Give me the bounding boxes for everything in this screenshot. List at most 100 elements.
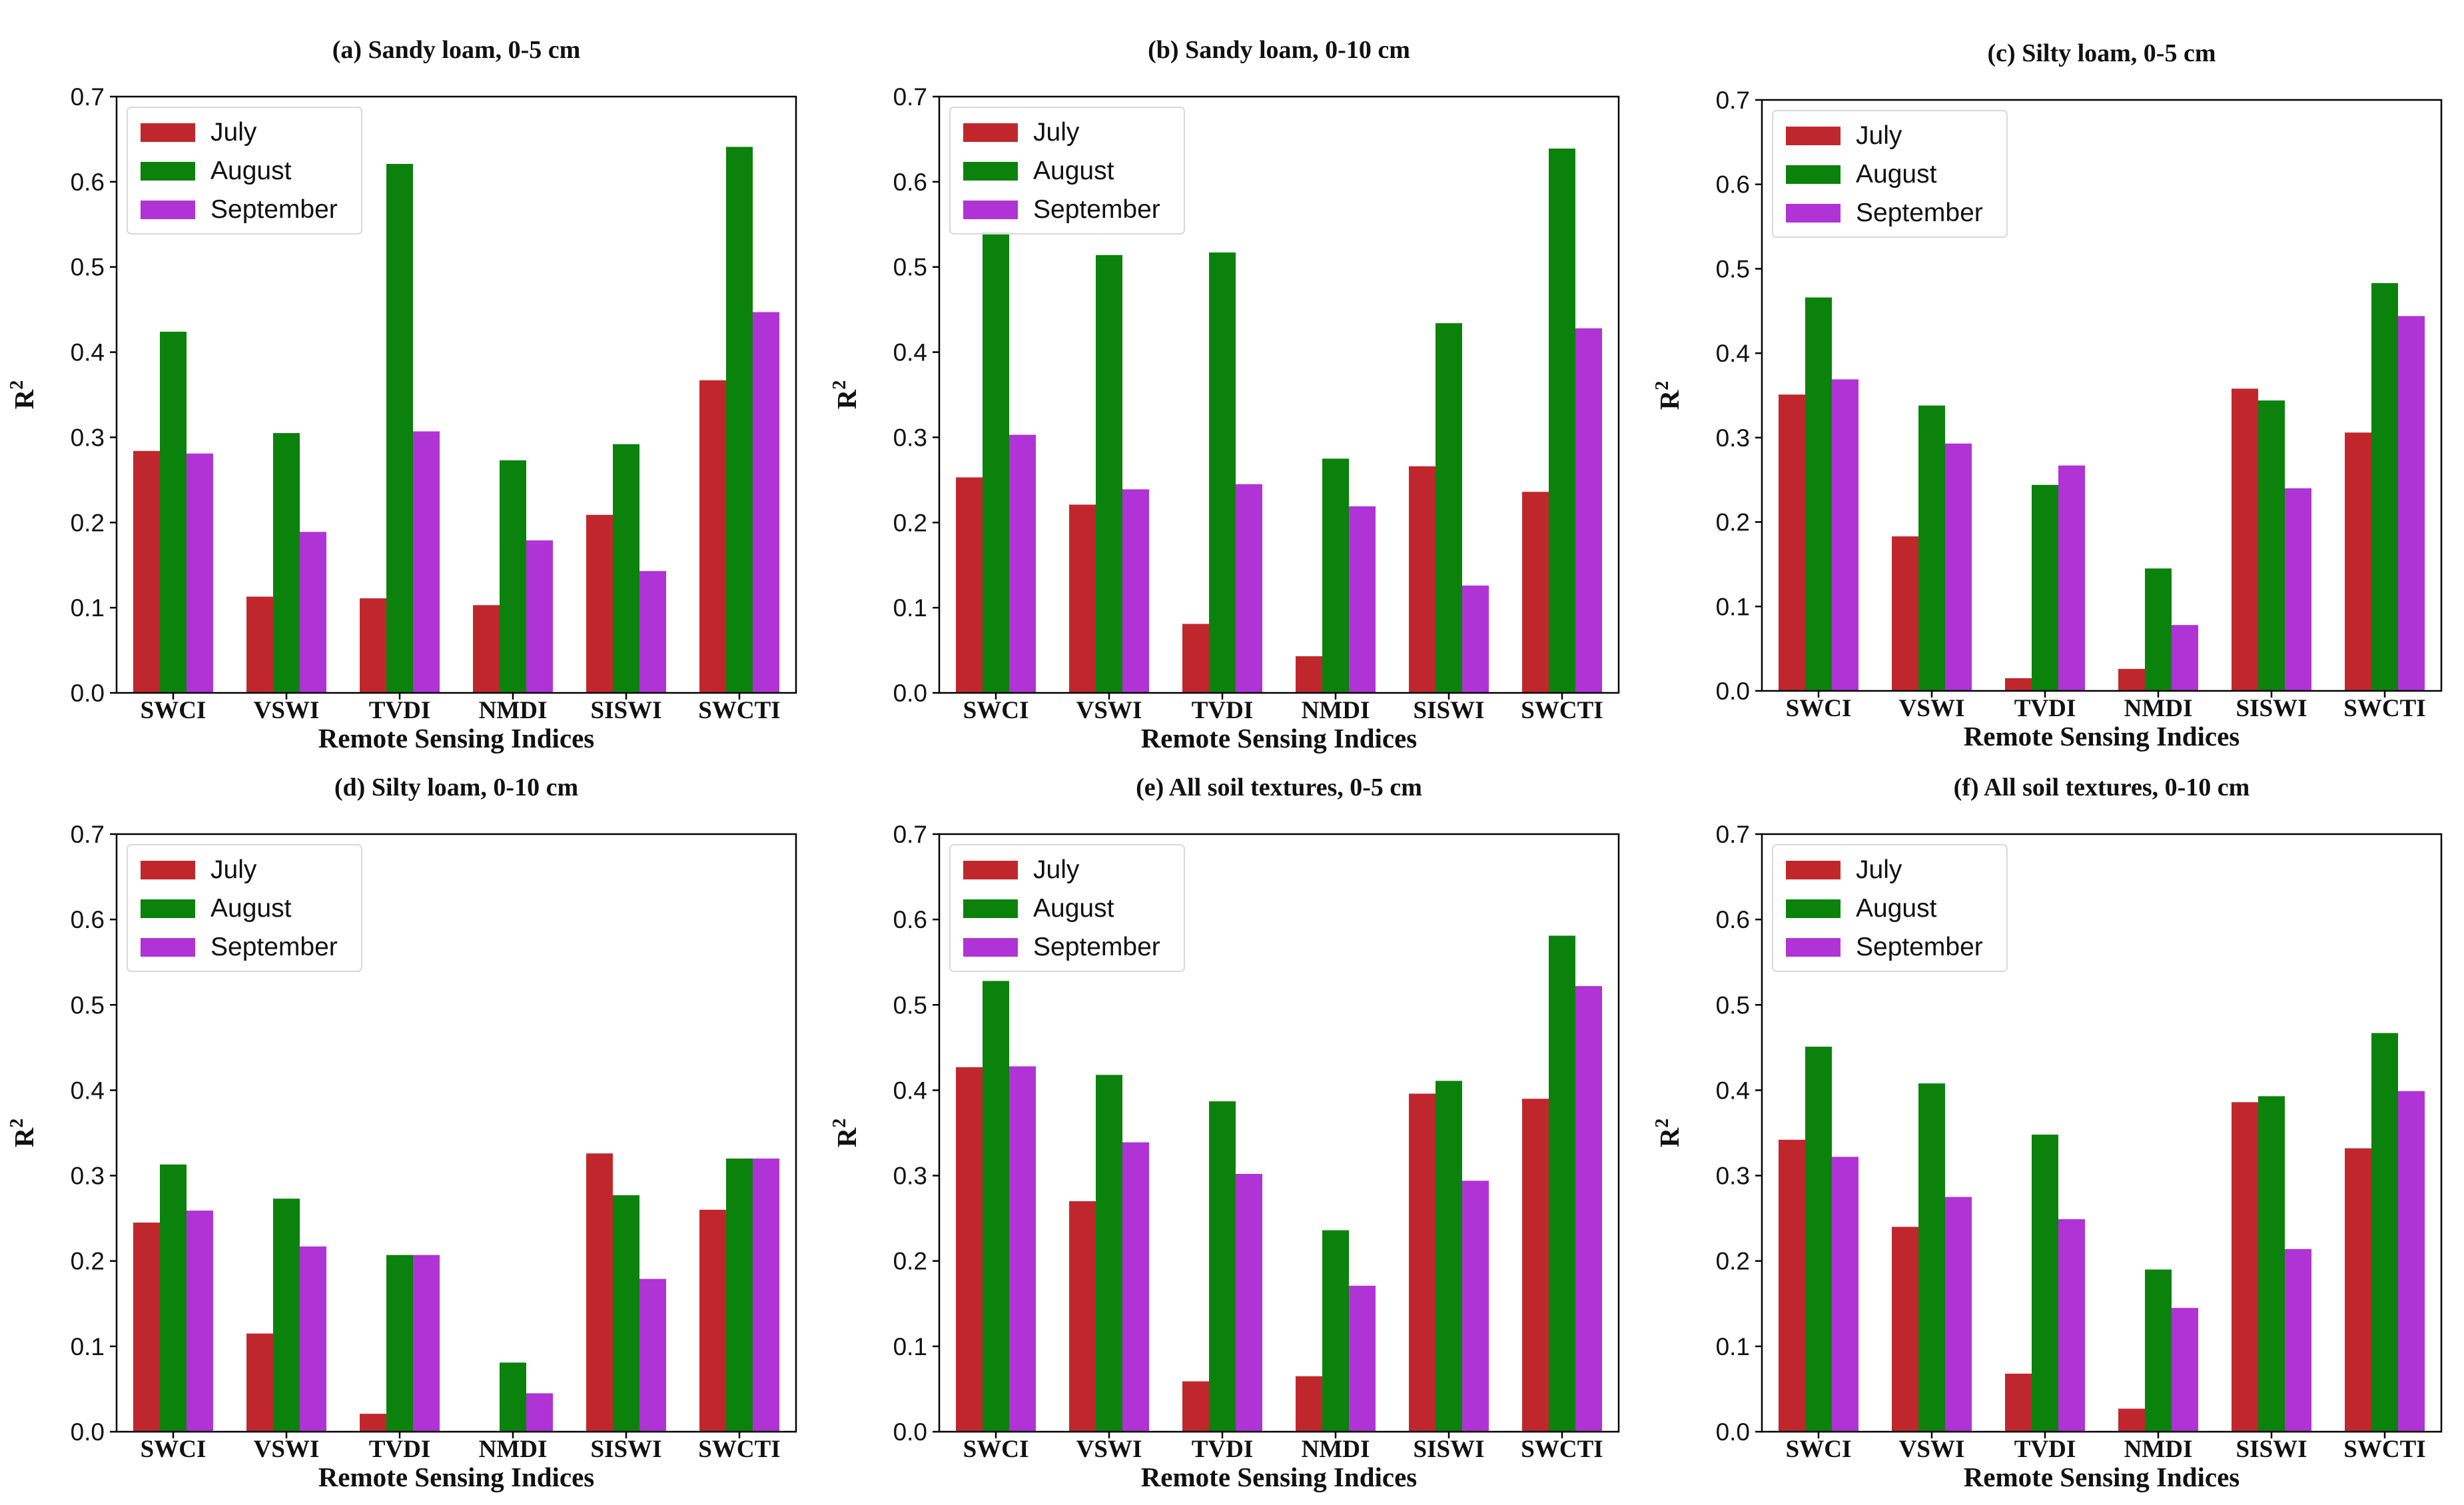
y-tick-label: 0.4	[893, 339, 927, 366]
y-tick-label: 0.5	[1716, 991, 1750, 1019]
bar-august-swci	[983, 981, 1009, 1432]
x-tick-label: SWCI	[141, 697, 206, 724]
bar-september-siswi	[2285, 488, 2311, 691]
legend-label-august: August	[1856, 160, 1937, 189]
x-tick-label: TVDI	[2014, 1436, 2076, 1463]
x-axis-label: Remote Sensing Indices	[1141, 723, 1418, 753]
bar-september-swci	[187, 1211, 213, 1432]
x-tick-label: SISWI	[1414, 1436, 1485, 1463]
bar-august-siswi	[1436, 323, 1462, 694]
bar-september-vswi	[1122, 489, 1149, 693]
y-tick-label: 0.4	[1716, 340, 1750, 367]
x-tick-label: SISWI	[2236, 695, 2307, 722]
bar-august-tvdi	[2032, 1135, 2058, 1432]
chart-panel-1: (a) Sandy loam, 0-5 cm 0.0 0.1 0.2 0.3 0.4 0.5…	[7, 36, 797, 753]
y-tick-label: 0.6	[71, 169, 105, 196]
legend-label-september: September	[1856, 199, 1983, 227]
legend-label-august: August	[210, 894, 292, 923]
y-tick-label: 0.2	[1716, 509, 1750, 536]
bar-august-swci	[160, 1164, 187, 1432]
y-axis-label: R2	[7, 1119, 39, 1148]
bar-august-swci	[160, 331, 187, 693]
bar-july-vswi	[246, 1333, 273, 1432]
bar-august-swci	[1805, 1047, 1832, 1432]
bar-september-swci	[1009, 1066, 1036, 1432]
y-tick-label: 0.5	[893, 254, 927, 281]
bar-august-vswi	[273, 1199, 300, 1432]
bar-july-vswi	[1892, 1227, 1918, 1432]
legend-swatch-august	[141, 162, 195, 181]
bar-september-swcti	[753, 1158, 779, 1432]
legend-swatch-september	[141, 201, 195, 219]
x-tick-label: NMDI	[1302, 697, 1370, 724]
x-axis-label: Remote Sensing Indices	[1141, 1462, 1418, 1492]
bar-september-vswi	[300, 1246, 326, 1432]
y-tick-label: 0.5	[893, 991, 927, 1019]
bar-july-vswi	[1892, 536, 1918, 691]
bar-august-vswi	[1096, 254, 1122, 693]
legend-swatch-august	[963, 899, 1018, 918]
y-tick-label: 0.3	[1716, 424, 1750, 452]
legend-label-august: August	[210, 157, 292, 185]
y-tick-label: 0.7	[893, 83, 927, 111]
x-tick-label: VSWI	[1076, 697, 1142, 724]
x-tick-label: SWCTI	[1521, 697, 1603, 724]
y-tick-label: 0.6	[1716, 171, 1750, 199]
plot-frame	[115, 833, 797, 1433]
bar-july-siswi	[2232, 1102, 2258, 1432]
chart-panel-4: (d) Silty loam, 0-10 cm 0.0 0.1 0.2 0.3 0.4 0.…	[7, 773, 797, 1492]
bar-september-tvdi	[1236, 1174, 1262, 1432]
bar-september-swcti	[1575, 986, 1602, 1432]
y-axis-label-superscript: 2	[1652, 1119, 1673, 1128]
y-tick-label: 0.3	[71, 1163, 105, 1190]
panel-title: (d) Silty loam, 0-10 cm	[334, 773, 578, 801]
y-axis-label-base: R	[9, 1127, 39, 1147]
y-axis-label: R2	[7, 380, 39, 410]
y-axis-label-superscript: 2	[1652, 381, 1673, 390]
x-tick-label: SISWI	[2236, 1436, 2307, 1463]
bar-august-swcti	[726, 1158, 753, 1432]
x-tick-label: SWCTI	[1521, 1436, 1603, 1463]
bar-september-tvdi	[413, 1254, 440, 1432]
bar-august-tvdi	[2032, 484, 2058, 691]
y-tick-label: 0.0	[1716, 678, 1750, 705]
bar-august-nmdi	[500, 460, 526, 693]
y-axis-label-superscript: 2	[829, 380, 850, 390]
y-tick-label: 0.0	[893, 1418, 927, 1446]
bar-july-swci	[133, 450, 160, 693]
legend-swatch-september	[1786, 938, 1841, 957]
bar-september-tvdi	[413, 431, 440, 693]
bar-july-siswi	[1409, 466, 1436, 693]
y-tick-label: 0.4	[71, 1077, 105, 1104]
bar-september-nmdi	[2172, 1308, 2198, 1432]
bar-september-swci	[1832, 379, 1858, 691]
bar-august-vswi	[1096, 1075, 1122, 1432]
y-tick-label: 0.7	[71, 83, 105, 111]
x-tick-label: VSWI	[1899, 695, 1965, 722]
x-tick-label: SWCTI	[698, 1436, 780, 1463]
legend-swatch-july	[963, 861, 1018, 879]
chart-panel-3: (c) Silty loam, 0-5 cm 0.0 0.1 0.2 0.3 0.4 0.5…	[1652, 39, 2443, 752]
legend-swatch-september	[963, 938, 1018, 957]
bar-september-nmdi	[2172, 625, 2198, 691]
bar-july-vswi	[246, 596, 273, 693]
y-tick-label: 0.0	[893, 680, 927, 707]
bar-september-nmdi	[526, 540, 553, 693]
bar-september-siswi	[639, 571, 666, 693]
bar-august-vswi	[1918, 1083, 1945, 1432]
bar-august-swcti	[2371, 282, 2398, 692]
bar-july-swcti	[2345, 432, 2371, 691]
legend-label-september: September	[1856, 933, 1983, 961]
legend-swatch-july	[1786, 861, 1841, 879]
y-axis-label-base: R	[1654, 390, 1685, 410]
legend-swatch-august	[141, 899, 195, 918]
y-tick-label: 0.6	[71, 906, 105, 933]
legend-label-july: July	[1033, 855, 1080, 884]
panel-title: (e) All soil textures, 0-5 cm	[1136, 773, 1422, 801]
bar-september-vswi	[1945, 1197, 1972, 1432]
x-tick-label: NMDI	[1302, 1436, 1370, 1463]
panel-title: (c) Silty loam, 0-5 cm	[1988, 39, 2216, 67]
x-tick-label: SWCTI	[2343, 1436, 2425, 1463]
bar-august-tvdi	[1209, 1101, 1236, 1432]
bar-september-nmdi	[1349, 1285, 1376, 1432]
